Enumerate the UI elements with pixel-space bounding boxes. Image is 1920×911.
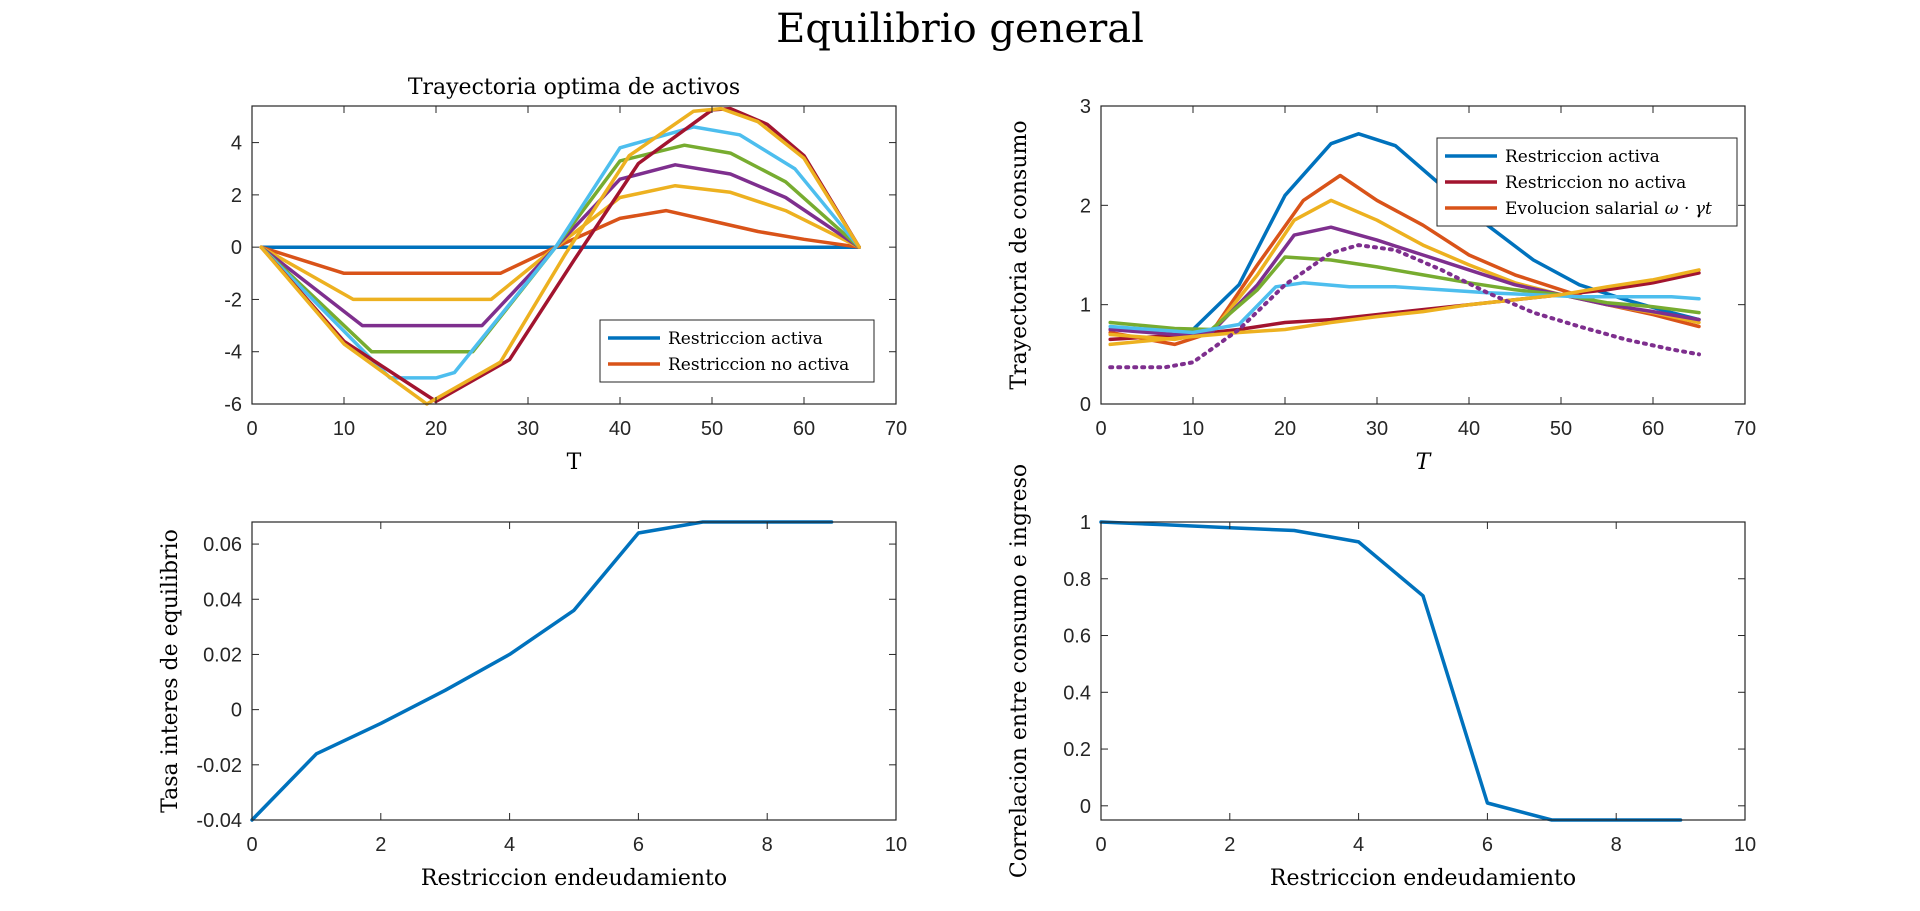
x-tick-label: 0	[1095, 834, 1106, 856]
x-tick-label: 6	[1482, 834, 1493, 856]
series-line-5	[1108, 225, 1701, 337]
x-tick-label: 40	[1458, 418, 1480, 440]
y-tick-label: 0.6	[1063, 626, 1091, 648]
series-line-6	[259, 125, 861, 380]
x-tick-label: 4	[1353, 834, 1364, 856]
x-tick-label: 8	[762, 834, 773, 856]
x-axis-label: Restriccion endeudamiento	[1270, 866, 1576, 891]
x-tick-label: 0	[246, 834, 257, 856]
x-tick-label: 30	[1366, 418, 1388, 440]
chart-title: Trayectoria optima de activos	[408, 75, 740, 100]
series-line-8	[1108, 268, 1701, 347]
plot-frame	[251, 521, 897, 821]
plot-frame	[1100, 521, 1746, 821]
x-axis-label: Restriccion endeudamiento	[421, 866, 727, 891]
legend-box	[599, 319, 875, 383]
x-axis-label: T	[567, 450, 582, 475]
figure-title: Equilibrio general	[776, 6, 1144, 52]
chart-tasa: 0 2 4 6 8 10 -0.04 -0.02 0 0.02 0.04 0.06 Restriccio…	[158, 520, 907, 891]
legend-label: Restriccion activa	[1505, 147, 1660, 167]
chart-correlacion: 0 2 4 6 8 10 0 0.2 0.4 0.6 0.8 1 Restriccion endeuda…	[1007, 464, 1756, 891]
y-tick-label: -4	[224, 342, 242, 364]
series-line-8	[259, 106, 861, 406]
legend: Restriccion activa Restriccion no activa E…	[1436, 137, 1738, 227]
chart-activos: 0 10 20 30 40 50 60 70 -6 -4 -2 0 2 4 Trayectoria opti…	[224, 75, 907, 475]
x-tick-label: 2	[1224, 834, 1235, 856]
legend: Restriccion activa Restriccion no activa	[599, 319, 875, 383]
y-tick-label: 1	[1080, 295, 1091, 317]
chart-consumo: 0 10 20 30 40 50 60 70 0 1 2 3 T Trayectoria de consu…	[1007, 96, 1756, 475]
series-line-7	[259, 106, 861, 404]
y-tick-label: 0.06	[203, 534, 242, 556]
x-tick-label: 20	[1274, 418, 1296, 440]
x-tick-label: 50	[701, 418, 723, 440]
x-tick-label: 10	[333, 418, 355, 440]
legend-label: Restriccion activa	[668, 329, 823, 349]
y-tick-label: -6	[224, 394, 242, 416]
y-tick-label: 2	[1080, 195, 1091, 217]
x-tick-label: 70	[1734, 418, 1756, 440]
x-tick-label: 70	[885, 418, 907, 440]
y-tick-label: 0.8	[1063, 569, 1091, 591]
legend-label: Restriccion no activa	[1505, 173, 1686, 193]
legend-label: Restriccion no activa	[668, 355, 849, 375]
series-line-7	[1108, 281, 1701, 335]
x-tick-label: 40	[609, 418, 631, 440]
series-line-1	[250, 520, 834, 822]
x-tick-label: 4	[504, 834, 515, 856]
x-tick-label: 8	[1611, 834, 1622, 856]
x-tick-label: 0	[246, 418, 257, 440]
series-line-6	[1108, 255, 1701, 332]
y-tick-label: 2	[231, 185, 242, 207]
y-axis-label: Trayectoria de consumo	[1007, 120, 1032, 389]
x-tick-label: 60	[1642, 418, 1664, 440]
y-tick-label: 0	[231, 237, 242, 259]
y-tick-label: 0	[231, 700, 242, 722]
y-tick-label: 4	[231, 133, 242, 155]
legend-label: Evolucion salarial ω · γt	[1505, 199, 1712, 219]
series-line-1	[1099, 520, 1683, 822]
y-tick-label: 0	[1080, 796, 1091, 818]
plot-frame	[251, 105, 897, 405]
y-tick-label: 0.02	[203, 644, 242, 666]
plot-frame	[1100, 105, 1746, 405]
y-axis-label: Tasa interes de equilibrio	[158, 529, 183, 813]
x-tick-label: 0	[1095, 418, 1106, 440]
x-tick-label: 6	[633, 834, 644, 856]
x-tick-label: 10	[885, 834, 907, 856]
y-axis-label: Correlacion entre consumo e ingreso	[1007, 464, 1032, 878]
x-tick-label: 30	[517, 418, 539, 440]
x-tick-label: 60	[793, 418, 815, 440]
y-tick-label: 0.2	[1063, 739, 1091, 761]
x-tick-label: 20	[425, 418, 447, 440]
y-tick-label: 0	[1080, 394, 1091, 416]
x-tick-label: 50	[1550, 418, 1572, 440]
y-tick-label: 3	[1080, 96, 1091, 118]
series-line-2	[259, 208, 861, 276]
series-line-5	[259, 143, 861, 354]
y-tick-label: 1	[1080, 512, 1091, 534]
x-axis-label: T	[1416, 450, 1433, 475]
y-tick-label: 0.04	[203, 589, 242, 611]
series-line-4	[259, 163, 861, 328]
legend-math: ω · γt	[1665, 199, 1712, 219]
series-line-9	[1108, 243, 1701, 370]
x-tick-label: 2	[375, 834, 386, 856]
y-tick-label: -0.04	[196, 810, 242, 832]
x-tick-label: 10	[1182, 418, 1204, 440]
x-tick-label: 10	[1734, 834, 1756, 856]
y-tick-label: 0.4	[1063, 682, 1091, 704]
y-tick-label: -2	[224, 289, 242, 311]
y-tick-label: -0.02	[196, 755, 242, 777]
